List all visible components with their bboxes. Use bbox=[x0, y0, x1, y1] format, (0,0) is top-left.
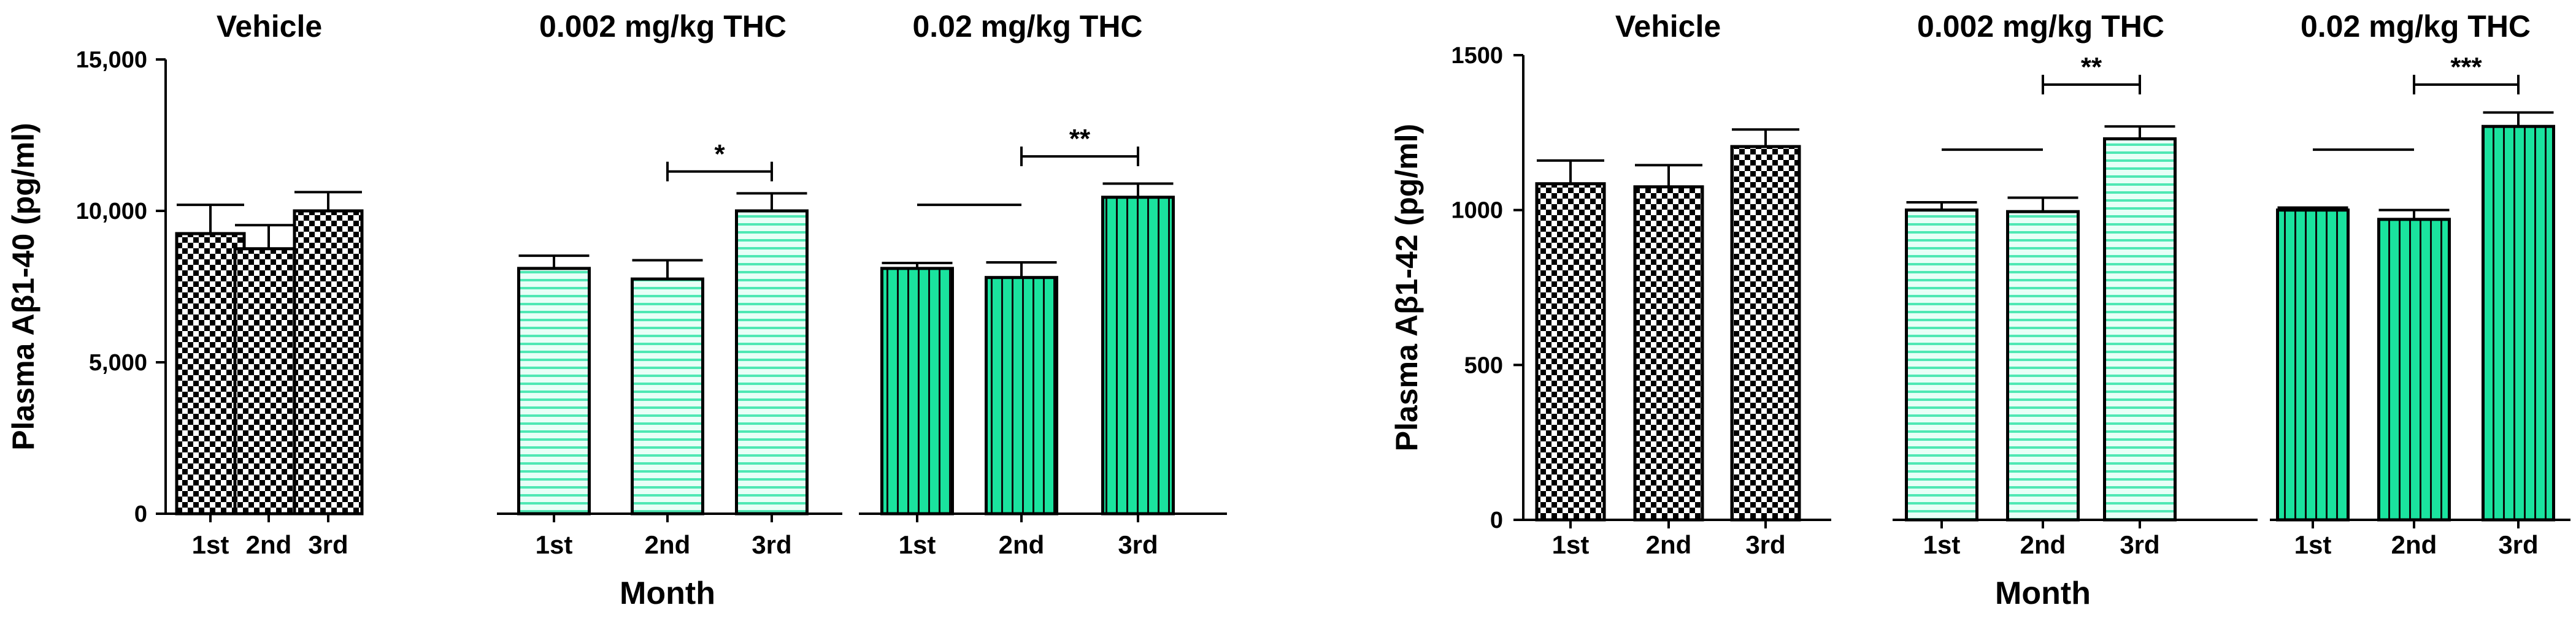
x-tick-label: 1st bbox=[192, 530, 229, 559]
panel-0: Vehicle 1st 2nd 3rd bbox=[1523, 9, 1831, 559]
panel-title: 0.002 mg/kg THC bbox=[539, 9, 786, 44]
bar bbox=[2377, 218, 2451, 522]
y-axis-label: Plasma Aβ1-40 (pg/ml) bbox=[6, 123, 40, 450]
panel-2: 0.02 mg/kg THC 1st 2nd 3rd *** bbox=[2270, 9, 2570, 559]
bar bbox=[2482, 124, 2555, 522]
bar bbox=[2103, 137, 2177, 522]
significance-label: ** bbox=[1069, 124, 1091, 154]
bar bbox=[1101, 196, 1175, 516]
bar bbox=[2006, 210, 2080, 522]
y-tick-label: 10,000 bbox=[76, 199, 147, 224]
x-tick-label: 1st bbox=[899, 530, 936, 559]
bar bbox=[1633, 185, 1704, 522]
x-tick-label: 2nd bbox=[2020, 530, 2066, 559]
panel-1: 0.002 mg/kg THC 1st 2nd 3rd * bbox=[497, 9, 842, 559]
panel-2: 0.02 mg/kg THC 1st 2nd 3rd ** bbox=[859, 9, 1227, 559]
x-tick-label: 2nd bbox=[1646, 530, 1692, 559]
bar bbox=[517, 267, 591, 516]
y-tick-label: 1500 bbox=[1451, 43, 1503, 69]
x-tick-label: 3rd bbox=[1118, 530, 1158, 559]
x-tick-label: 3rd bbox=[1745, 530, 1785, 559]
x-tick-label: 2nd bbox=[999, 530, 1045, 559]
y-tick-label: 0 bbox=[1490, 508, 1503, 533]
significance-label: * bbox=[714, 139, 725, 169]
x-tick-label: 3rd bbox=[308, 530, 348, 559]
bar bbox=[293, 209, 364, 516]
x-tick-label: 1st bbox=[1552, 530, 1590, 559]
panel-title: 0.02 mg/kg THC bbox=[912, 9, 1142, 44]
panel-title: 0.02 mg/kg THC bbox=[2301, 9, 2531, 44]
x-tick-label: 2nd bbox=[645, 530, 691, 559]
x-axis-label: Month bbox=[620, 576, 715, 611]
significance-label: *** bbox=[2450, 52, 2482, 82]
chart-abeta-1-40: 0 5,000 10,000 15,000 Plasma Aβ1-40 (pg/ml) M… bbox=[6, 9, 1227, 611]
x-tick-label: 3rd bbox=[2120, 530, 2159, 559]
bar bbox=[880, 267, 954, 516]
panel-title: Vehicle bbox=[1615, 9, 1721, 44]
bar bbox=[2276, 208, 2350, 522]
significance-label: ** bbox=[2081, 52, 2102, 82]
bar bbox=[233, 247, 304, 516]
y-tick-label: 500 bbox=[1464, 352, 1503, 378]
x-tick-label: 3rd bbox=[2498, 530, 2538, 559]
y-tick-label: 15,000 bbox=[76, 47, 147, 73]
panel-title: Vehicle bbox=[217, 9, 322, 44]
bar bbox=[175, 232, 246, 516]
bar bbox=[1535, 182, 1606, 522]
x-tick-label: 1st bbox=[1923, 530, 1961, 559]
x-tick-label: 1st bbox=[536, 530, 573, 559]
y-tick-label: 1000 bbox=[1451, 198, 1503, 224]
x-tick-label: 2nd bbox=[2391, 530, 2437, 559]
y-tick-label: 5,000 bbox=[89, 350, 147, 376]
panel-1: 0.002 mg/kg THC 1st 2nd 3rd ** bbox=[1893, 9, 2258, 559]
bar bbox=[1905, 208, 1978, 522]
x-axis-label: Month bbox=[1995, 576, 2091, 611]
x-tick-label: 2nd bbox=[246, 530, 292, 559]
y-tick-label: 0 bbox=[134, 501, 147, 527]
y-axis-label: Plasma Aβ1-42 (pg/ml) bbox=[1390, 124, 1424, 451]
x-tick-label: 1st bbox=[2294, 530, 2332, 559]
panel-0: Vehicle 1st 2nd 3rd bbox=[166, 9, 364, 559]
x-tick-label: 3rd bbox=[752, 530, 791, 559]
bar bbox=[1730, 145, 1801, 522]
chart-abeta-1-42: 0 500 1000 1500 Plasma Aβ1-42 (pg/ml) Month Ve… bbox=[1390, 9, 2570, 611]
bar bbox=[985, 276, 1058, 516]
panel-title: 0.002 mg/kg THC bbox=[1917, 9, 2164, 44]
bar bbox=[631, 277, 704, 516]
bar bbox=[735, 209, 809, 516]
